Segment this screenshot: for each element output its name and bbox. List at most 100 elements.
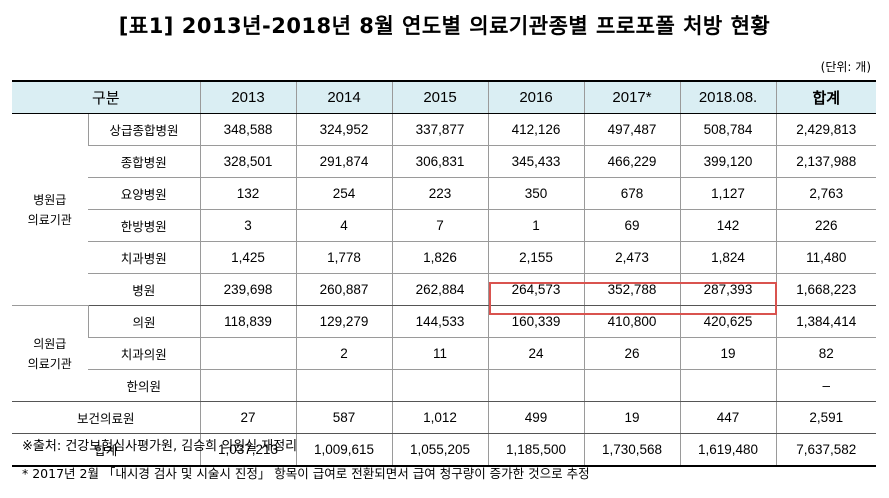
cell: 412,126 <box>487 113 585 146</box>
cell: 508,784 <box>679 113 777 146</box>
cell: 160,339 <box>487 305 585 338</box>
row-label: 의원 <box>87 305 201 338</box>
cell: 324,952 <box>295 113 393 146</box>
row-label: 보건의료원 <box>12 401 201 434</box>
cell: 1,012 <box>391 401 489 434</box>
cell: 447 <box>679 401 777 434</box>
table-row: 치과의원 2 11 24 26 19 82 <box>12 337 877 370</box>
cell <box>199 337 297 370</box>
cell: 1,668,223 <box>775 273 877 306</box>
cell: 1,127 <box>679 177 777 210</box>
cell: 3 <box>199 209 297 242</box>
cell: 1 <box>487 209 585 242</box>
cell: 306,831 <box>391 145 489 178</box>
cell: 2,137,988 <box>775 145 877 178</box>
row-label: 요양병원 <box>88 177 201 210</box>
cell: 1,826 <box>391 241 489 274</box>
table-row: 치과병원 1,425 1,778 1,826 2,155 2,473 1,824… <box>12 241 877 274</box>
header-2018-08: 2018.08. <box>679 80 777 114</box>
table-row: 보건의료원 27 587 1,012 499 19 447 2,591 <box>12 401 877 434</box>
row-label: 병원 <box>88 273 201 306</box>
cell: 410,800 <box>583 305 681 338</box>
table-row: 한의원 – <box>12 369 877 402</box>
header-category: 구분 <box>12 80 201 114</box>
cell: 118,839 <box>199 305 297 338</box>
group-clinic: 의원급 의료기관 <box>12 305 88 402</box>
cell: 132 <box>199 177 297 210</box>
cell: 223 <box>391 177 489 210</box>
cell: 26 <box>583 337 681 370</box>
cell: 1,778 <box>295 241 393 274</box>
cell: 587 <box>295 401 393 434</box>
cell: 352,788 <box>583 273 681 306</box>
row-label: 상급종합병원 <box>87 113 201 146</box>
cell: 328,501 <box>199 145 297 178</box>
cell: 254 <box>295 177 393 210</box>
cell: 24 <box>487 337 585 370</box>
header-total: 합계 <box>775 80 877 114</box>
row-label: 종합병원 <box>88 145 201 178</box>
cell: 466,229 <box>583 145 681 178</box>
cell: 2,763 <box>775 177 877 210</box>
table-row: 병원급 의료기관 상급종합병원 348,588 324,952 337,877 … <box>12 113 877 306</box>
cell: 69 <box>583 209 681 242</box>
highlight-box <box>489 282 777 315</box>
cell: 4 <box>295 209 393 242</box>
cell <box>295 369 393 402</box>
prescription-table: 구분 2013 2014 2015 2016 2017* 2018.08. 합계… <box>12 80 877 467</box>
header-2013: 2013 <box>199 80 297 114</box>
source-footnote: ※출처: 건강보험심사평가원, 김승희 의원실 재정리 <box>22 439 298 454</box>
cell <box>679 369 777 402</box>
cell: 497,487 <box>583 113 681 146</box>
header-row: 구분 2013 2014 2015 2016 2017* 2018.08. 합계 <box>12 80 877 114</box>
cell: 129,279 <box>295 305 393 338</box>
cell: 11 <box>391 337 489 370</box>
cell: 142 <box>679 209 777 242</box>
cell: 239,698 <box>199 273 297 306</box>
cell: 2,473 <box>583 241 681 274</box>
cell: 1,185,500 <box>487 433 585 467</box>
cell: 264,573 <box>487 273 585 306</box>
cell: – <box>775 369 877 402</box>
unit-label: (단위: 개) <box>820 60 871 74</box>
table-row: 요양병원 132 254 223 350 678 1,127 2,763 <box>12 177 877 210</box>
cell: 1,619,480 <box>679 433 777 467</box>
cell: 420,625 <box>679 305 777 338</box>
cell: 1,425 <box>199 241 297 274</box>
header-2014: 2014 <box>295 80 393 114</box>
cell: 2,155 <box>487 241 585 274</box>
cell <box>583 369 681 402</box>
cell: 260,887 <box>295 273 393 306</box>
cell: 19 <box>583 401 681 434</box>
header-2017: 2017* <box>583 80 681 114</box>
table-row: 병원 239,698 260,887 262,884 264,573 352,7… <box>12 273 877 306</box>
cell: 350 <box>487 177 585 210</box>
group-hospital: 병원급 의료기관 <box>12 113 88 306</box>
cell: 1,384,414 <box>775 305 877 338</box>
cell: 7,637,582 <box>775 433 877 467</box>
cell: 2,429,813 <box>775 113 877 146</box>
cell: 7 <box>391 209 489 242</box>
cell: 291,874 <box>295 145 393 178</box>
cell: 1,055,205 <box>391 433 489 467</box>
table-row: 종합병원 328,501 291,874 306,831 345,433 466… <box>12 145 877 178</box>
cell: 1,824 <box>679 241 777 274</box>
cell: 1,037,213 <box>199 433 297 467</box>
cell: 399,120 <box>679 145 777 178</box>
cell <box>199 369 297 402</box>
cell: 82 <box>775 337 877 370</box>
total-row: 합계 1,037,213 1,009,615 1,055,205 1,185,5… <box>12 433 877 467</box>
cell: 348,588 <box>199 113 297 146</box>
total-label: 합계 <box>12 433 201 467</box>
cell: 144,533 <box>391 305 489 338</box>
cell: 2 <box>295 337 393 370</box>
row-label: 한방병원 <box>88 209 201 242</box>
table-row: 의원급 의료기관 의원 118,839 129,279 144,533 160,… <box>12 305 877 402</box>
cell: 2,591 <box>775 401 877 434</box>
cell: 678 <box>583 177 681 210</box>
cell <box>391 369 489 402</box>
cell: 287,393 <box>679 273 777 306</box>
cell: 1,009,615 <box>295 433 393 467</box>
cell: 345,433 <box>487 145 585 178</box>
cell: 226 <box>775 209 877 242</box>
